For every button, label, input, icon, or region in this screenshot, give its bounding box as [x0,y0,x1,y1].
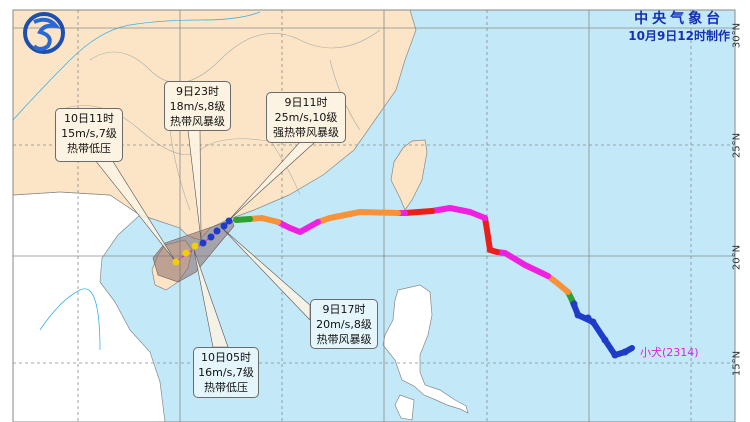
lat-label-15n: 15°N [731,350,743,377]
callout-9d23h: 9日23时 18m/s,8级 热带风暴级 [164,81,231,131]
title-block: 中央气象台 10月9日12时制作 [628,10,730,44]
track-segment [494,249,551,279]
mindoro-island [394,394,415,421]
callout-category: 热带风暴级 [170,115,225,128]
agency-name: 中央气象台 [634,11,725,27]
callout-time: 10日11时 [64,112,114,125]
lat-label-30n: 30°N [731,22,743,49]
track-point-tropical-storm [621,348,629,356]
lat-label-20n: 20°N [731,244,743,271]
callout-9d17h: 9日17时 20m/s,8级 热带风暴级 [310,299,378,349]
callout-time: 9日11时 [284,96,328,109]
track-point-tropical-storm [570,300,578,308]
issue-time: 10月9日12时制作 [628,29,730,43]
callout-wind: 15m/s,7级 [61,127,117,140]
callout-9d11h: 9日11时 25m/s,10级 强热带风暴级 [266,92,346,143]
storm-name-label: 小犬(2314) [640,346,699,359]
cma-logo [23,12,65,54]
forecast-point-tropical-storm [213,227,221,235]
track-point-tropical-storm [589,318,597,326]
callout-category: 热带低压 [67,142,111,155]
forecast-point-tropical-depression [191,242,199,250]
callout-time: 9日17时 [322,303,366,316]
track-point-tropical-storm [584,314,592,322]
callout-wind: 20m/s,8级 [316,318,372,331]
track-point-tropical-storm [574,311,582,319]
callout-wind: 16m/s,7级 [198,366,254,379]
callout-10d05h: 10日05时 16m/s,7级 热带低压 [193,347,259,398]
lat-lon-grid [13,10,735,422]
forecast-point-tropical-storm [225,217,233,225]
callout-category: 热带低压 [204,381,248,394]
luzon-island [382,284,469,414]
forecast-point-tropical-storm [220,222,228,230]
track-segment [247,215,281,225]
track-segment [275,219,321,235]
track-segment [315,209,401,225]
track-segment [482,215,500,255]
forecast-point-tropical-depression [172,258,180,266]
callout-time: 9日23时 [176,85,219,98]
typhoon-track [172,205,635,359]
track-segment [545,273,571,295]
callout-category: 热带风暴级 [316,333,372,346]
callout-wind: 25m/s,10级 [274,111,338,124]
track-segment [233,216,253,223]
callout-category: 强热带风暴级 [273,126,339,139]
track-segment [402,208,435,216]
forecast-point-tropical-depression [182,249,190,257]
track-point-tropical-storm [601,336,609,344]
track-segment [429,205,488,221]
track-point-tropical-storm [611,351,619,359]
lat-label-25n: 25°N [731,132,743,159]
callout-wind: 18m/s,8级 [169,100,226,113]
callout-time: 10日05时 [201,351,251,364]
rivers [12,11,261,351]
forecast-point-tropical-storm [207,233,215,241]
callout-10d11h: 10日11时 15m/s,7级 热带低压 [55,108,123,162]
forecast-point-tropical-storm [199,239,207,247]
